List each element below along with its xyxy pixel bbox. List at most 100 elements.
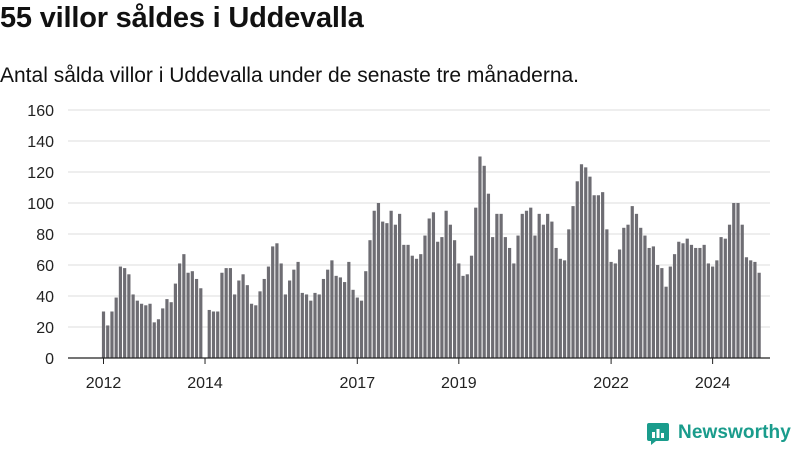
bar xyxy=(393,224,397,358)
bar xyxy=(313,292,317,358)
x-tick-label: 2012 xyxy=(86,375,122,392)
y-tick-label: 60 xyxy=(36,258,54,275)
bar xyxy=(681,243,685,358)
bar xyxy=(516,235,520,358)
bar xyxy=(364,271,368,358)
bar xyxy=(258,291,262,358)
bar xyxy=(262,278,266,358)
bar xyxy=(169,302,173,358)
bar xyxy=(465,274,469,358)
bar xyxy=(558,258,562,358)
bar xyxy=(537,213,541,358)
bar xyxy=(123,268,127,358)
bar xyxy=(592,195,596,358)
bar xyxy=(575,181,579,358)
bar xyxy=(689,244,694,358)
bar xyxy=(334,275,338,358)
highlight-value-label: 55 xyxy=(762,0,781,4)
bar xyxy=(440,237,444,358)
bar xyxy=(457,263,461,358)
page-subtitle: Antal sålda villor i Uddevalla under de … xyxy=(0,64,580,87)
bar xyxy=(173,283,178,358)
bar xyxy=(461,275,465,358)
y-tick-label: 160 xyxy=(27,103,54,120)
bar xyxy=(567,229,571,358)
bar xyxy=(571,206,575,358)
bar xyxy=(512,263,516,358)
bar xyxy=(376,203,381,358)
bar xyxy=(317,294,321,358)
bar xyxy=(626,224,630,358)
bar xyxy=(698,247,702,358)
bar xyxy=(672,254,677,358)
bar xyxy=(101,311,106,358)
bar xyxy=(182,254,186,358)
bar xyxy=(211,311,216,358)
y-tick-label: 0 xyxy=(45,351,54,368)
bar xyxy=(715,260,719,358)
bar xyxy=(584,167,588,358)
bar xyxy=(753,261,757,358)
bar xyxy=(711,266,715,358)
bar xyxy=(237,280,241,358)
bar xyxy=(677,241,681,358)
bar xyxy=(550,221,554,358)
bar xyxy=(444,210,448,358)
bar xyxy=(520,213,524,358)
bar xyxy=(660,268,664,358)
bar xyxy=(757,272,761,358)
bar xyxy=(588,176,592,358)
bar xyxy=(723,238,727,358)
bar xyxy=(732,203,736,358)
bar xyxy=(309,300,313,358)
bar xyxy=(139,303,144,358)
y-tick-label: 100 xyxy=(27,196,54,213)
bar xyxy=(482,165,486,358)
bar xyxy=(186,272,190,358)
bar xyxy=(499,213,503,358)
bar xyxy=(385,223,389,358)
bar xyxy=(194,278,199,358)
bar xyxy=(300,292,304,358)
bar xyxy=(617,249,622,358)
bar xyxy=(562,260,567,358)
bar xyxy=(736,203,740,358)
bar xyxy=(148,303,152,358)
bar xyxy=(685,238,689,358)
bar xyxy=(596,195,601,358)
bar xyxy=(419,254,423,358)
bar xyxy=(372,210,376,358)
bar xyxy=(355,297,359,358)
bar xyxy=(338,277,342,358)
bar xyxy=(326,269,330,358)
bar xyxy=(228,268,232,358)
bar xyxy=(266,266,271,358)
bar xyxy=(351,289,355,358)
bar xyxy=(474,207,478,358)
bar xyxy=(275,243,279,358)
newsworthy-logo-icon xyxy=(647,423,669,445)
bar xyxy=(749,260,753,358)
bar xyxy=(343,282,347,358)
bar xyxy=(216,311,220,358)
bar xyxy=(127,274,131,358)
bar xyxy=(245,285,249,358)
bar xyxy=(114,297,118,358)
bar xyxy=(423,235,427,358)
y-tick-label: 140 xyxy=(27,134,54,151)
bar xyxy=(296,261,300,358)
bar xyxy=(634,213,639,358)
bar xyxy=(613,263,617,358)
bar xyxy=(398,213,402,358)
bar xyxy=(656,265,660,358)
bar xyxy=(389,210,393,358)
bar xyxy=(694,247,698,358)
bar xyxy=(622,227,626,358)
bar xyxy=(647,247,651,358)
x-tick-label: 2022 xyxy=(593,375,629,392)
bar xyxy=(554,247,558,358)
bar xyxy=(156,319,161,358)
bar xyxy=(279,263,283,358)
bar xyxy=(727,224,732,358)
bar xyxy=(178,263,182,358)
